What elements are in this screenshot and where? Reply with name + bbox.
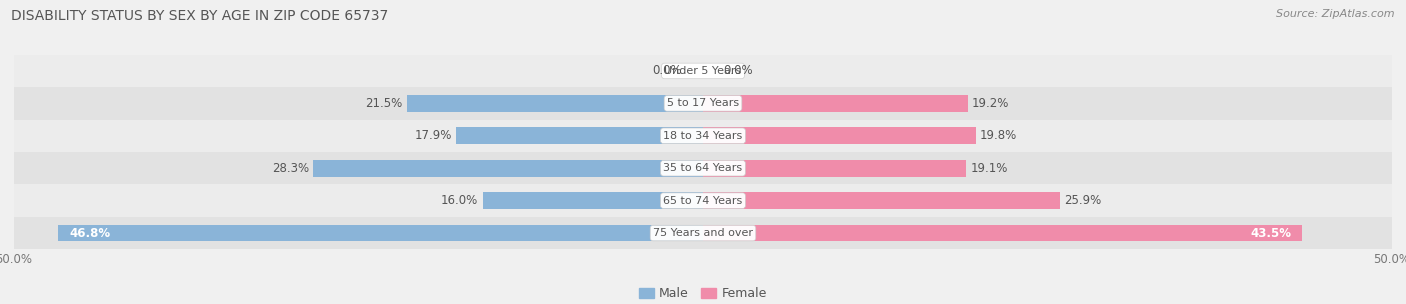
Legend: Male, Female: Male, Female: [634, 282, 772, 304]
Text: Source: ZipAtlas.com: Source: ZipAtlas.com: [1277, 9, 1395, 19]
Bar: [703, 95, 967, 112]
Bar: [314, 160, 703, 177]
Bar: [14, 185, 1392, 217]
Bar: [58, 225, 703, 241]
Text: 16.0%: 16.0%: [441, 194, 478, 207]
Bar: [703, 225, 1302, 241]
Bar: [703, 192, 1060, 209]
Text: 19.8%: 19.8%: [980, 129, 1017, 142]
Text: Under 5 Years: Under 5 Years: [665, 66, 741, 76]
Text: 65 to 74 Years: 65 to 74 Years: [664, 196, 742, 206]
Text: 5 to 17 Years: 5 to 17 Years: [666, 98, 740, 108]
Bar: [14, 152, 1392, 185]
Text: 28.3%: 28.3%: [271, 162, 309, 175]
Bar: [14, 55, 1392, 87]
Text: DISABILITY STATUS BY SEX BY AGE IN ZIP CODE 65737: DISABILITY STATUS BY SEX BY AGE IN ZIP C…: [11, 9, 388, 23]
Text: 19.2%: 19.2%: [972, 97, 1010, 110]
Bar: [14, 119, 1392, 152]
Text: 25.9%: 25.9%: [1064, 194, 1101, 207]
Text: 21.5%: 21.5%: [366, 97, 402, 110]
Text: 19.1%: 19.1%: [970, 162, 1008, 175]
Text: 0.0%: 0.0%: [652, 64, 682, 78]
Text: 0.0%: 0.0%: [724, 64, 754, 78]
Bar: [14, 217, 1392, 249]
Bar: [14, 87, 1392, 119]
Bar: [406, 95, 703, 112]
Bar: [703, 160, 966, 177]
Text: 17.9%: 17.9%: [415, 129, 453, 142]
Bar: [482, 192, 703, 209]
Text: 75 Years and over: 75 Years and over: [652, 228, 754, 238]
Bar: [457, 127, 703, 144]
Text: 46.8%: 46.8%: [69, 226, 110, 240]
Text: 43.5%: 43.5%: [1250, 226, 1291, 240]
Text: 18 to 34 Years: 18 to 34 Years: [664, 131, 742, 141]
Bar: [703, 127, 976, 144]
Text: 35 to 64 Years: 35 to 64 Years: [664, 163, 742, 173]
